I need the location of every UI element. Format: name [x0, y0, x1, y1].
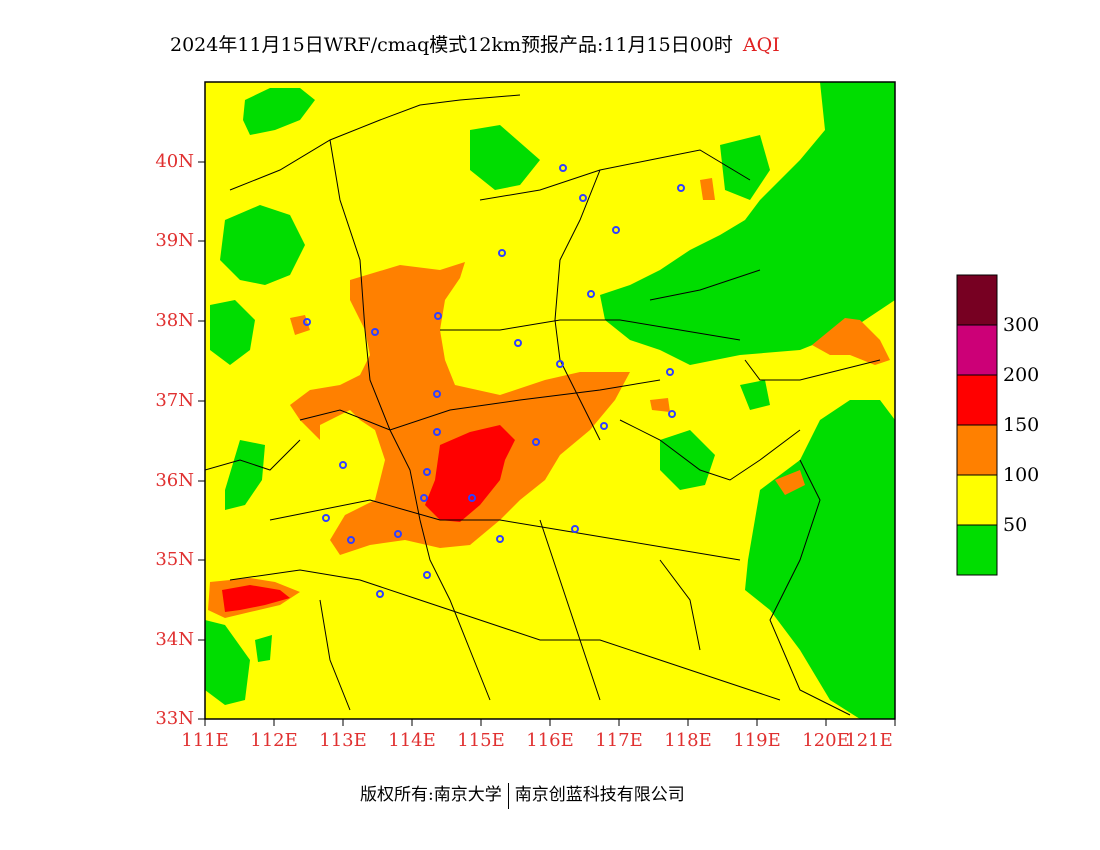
lat-tick-label: 37N [155, 390, 194, 411]
lon-tick-label: 120E [802, 730, 850, 751]
lat-tick-label: 34N [155, 629, 194, 650]
lon-tick-label: 119E [733, 730, 781, 751]
region-sensitive-east [812, 318, 890, 365]
region-unhealthy-central [425, 425, 515, 522]
region-sensitive-ne [700, 178, 715, 200]
lat-tick-label: 36N [155, 470, 194, 491]
title-product: AQI [742, 34, 780, 56]
legend-swatch-0-50 [956, 524, 998, 576]
lon-tick-label: 112E [250, 730, 298, 751]
region-good-west3 [225, 440, 265, 510]
region-good-small [255, 635, 272, 662]
lon-tick-label: 118E [664, 730, 712, 751]
lat-tick-label: 39N [155, 230, 194, 251]
lon-tick-label: 114E [388, 730, 436, 751]
lat-tick-label: 38N [155, 310, 194, 331]
lon-tick-label: 113E [319, 730, 367, 751]
legend-label-150: 150 [1003, 414, 1040, 436]
lon-tick-label: 115E [457, 730, 505, 751]
legend-swatch-300plus [956, 274, 998, 326]
region-good-west [220, 205, 305, 285]
region-sensitive-small2 [650, 398, 670, 412]
map-title: 2024年11月15日WRF/cmaq模式12km预报产品:11月15日00时 A… [170, 30, 780, 57]
legend-swatch-200-300 [956, 324, 998, 376]
footer-separator [507, 782, 509, 809]
tick-marks [198, 161, 896, 726]
region-good-west2 [210, 300, 255, 365]
lat-tick-label: 33N [155, 708, 194, 729]
lat-tick-label: 40N [155, 151, 194, 172]
legend-swatch-100-150 [956, 424, 998, 476]
region-unhealthy-sw [222, 585, 290, 612]
legend-swatch-150-200 [956, 374, 998, 426]
region-good-shandong2 [740, 380, 770, 410]
region-good-north [470, 125, 540, 190]
region-sensitive-small3 [775, 470, 805, 495]
legend-label-200: 200 [1003, 364, 1040, 386]
boundaries [205, 94, 881, 716]
lon-tick-label: 111E [181, 730, 229, 751]
region-good-sw [205, 620, 250, 705]
region-good-bohai-north [600, 82, 895, 365]
copyright-right: 南京创蓝科技有限公司 [514, 785, 685, 805]
legend-colorbar [956, 274, 998, 576]
lon-tick-label: 116E [526, 730, 574, 751]
copyright-footer: 版权所有:南京大学 南京创蓝科技有限公司 [360, 780, 685, 809]
copyright-left: 版权所有:南京大学 [360, 785, 502, 805]
region-good-nw [243, 88, 315, 135]
legend-label-100: 100 [1003, 464, 1040, 486]
region-good-ne [720, 135, 770, 200]
lon-tick-label: 121E [845, 730, 893, 751]
city-markers [303, 164, 685, 598]
legend-label-300: 300 [1003, 314, 1040, 336]
title-main: 2024年11月15日WRF/cmaq模式12km预报产品:11月15日00时 [170, 34, 733, 56]
lat-tick-label: 35N [155, 549, 194, 570]
legend-label-50: 50 [1003, 514, 1028, 536]
map-fill [205, 82, 895, 719]
region-good-shandong [660, 430, 715, 490]
lon-tick-label: 117E [595, 730, 643, 751]
legend-swatch-50-100 [956, 474, 998, 526]
